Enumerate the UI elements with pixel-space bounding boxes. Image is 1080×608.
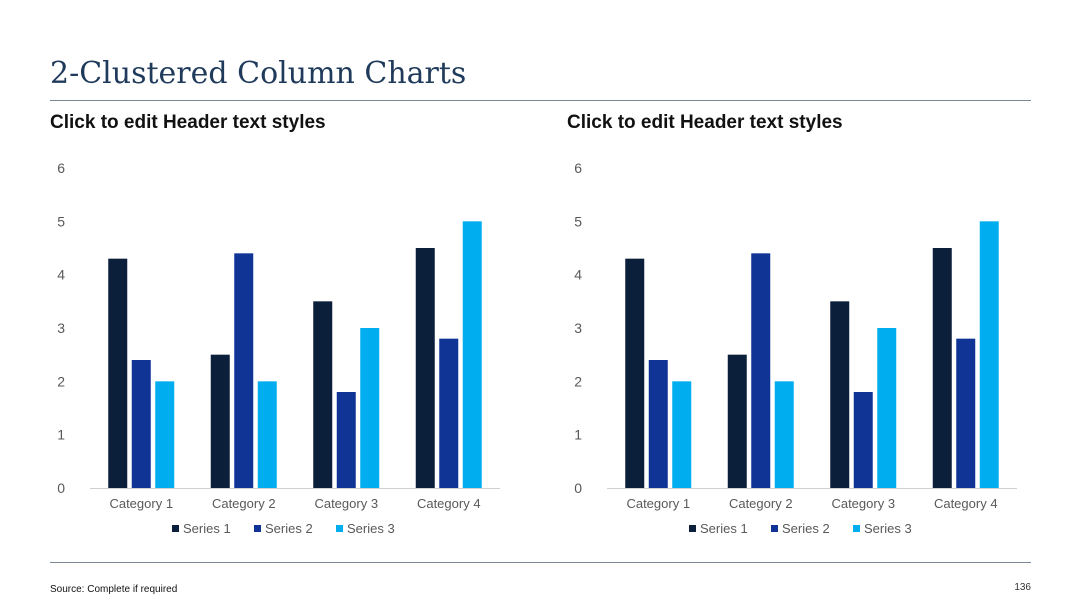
legend-label-series-3: Series 3 <box>864 521 912 536</box>
left-chart-header: Click to edit Header text styles <box>50 112 326 133</box>
x-category-label: Category 2 <box>212 496 276 511</box>
x-category-label: Category 1 <box>626 496 690 511</box>
y-tick-label: 1 <box>574 427 582 443</box>
y-tick-label: 3 <box>574 320 582 336</box>
bar-series-1-category-1 <box>625 258 645 488</box>
y-tick-label: 2 <box>574 373 582 389</box>
bar-series-3-category-3 <box>877 328 897 488</box>
y-tick-label: 5 <box>574 213 582 229</box>
bar-series-2-category-1 <box>131 360 151 488</box>
x-category-label: Category 1 <box>109 496 173 511</box>
bar-series-2-category-3 <box>336 392 356 488</box>
bar-series-2-category-3 <box>853 392 873 488</box>
bar-series-2-category-2 <box>751 253 771 488</box>
y-tick-label: 4 <box>574 267 582 283</box>
legend-swatch-series-3 <box>853 525 860 532</box>
bar-series-3-category-2 <box>257 381 277 488</box>
bar-series-2-category-4 <box>439 338 459 488</box>
bar-series-1-category-2 <box>727 354 747 488</box>
y-tick-label: 2 <box>57 373 65 389</box>
bar-series-2-category-1 <box>648 360 668 488</box>
legend-label-series-3: Series 3 <box>347 521 395 536</box>
y-tick-label: 6 <box>574 160 582 176</box>
x-category-label: Category 4 <box>417 496 481 511</box>
legend-swatch-series-2 <box>771 525 778 532</box>
bar-series-1-category-4 <box>415 248 435 488</box>
bar-series-1-category-4 <box>932 248 952 488</box>
title-divider <box>50 100 1031 101</box>
right-chart-header: Click to edit Header text styles <box>567 112 843 133</box>
x-category-label: Category 3 <box>831 496 895 511</box>
legend-label-series-2: Series 2 <box>782 521 830 536</box>
bar-series-3-category-4 <box>979 221 999 488</box>
legend-swatch-series-3 <box>336 525 343 532</box>
y-tick-label: 1 <box>57 427 65 443</box>
legend-swatch-series-1 <box>172 525 179 532</box>
bar-series-3-category-4 <box>462 221 482 488</box>
x-category-label: Category 2 <box>729 496 793 511</box>
bar-series-2-category-4 <box>956 338 976 488</box>
y-tick-label: 0 <box>57 480 65 496</box>
bar-series-2-category-2 <box>234 253 254 488</box>
right-clustered-column-chart: 0 1 2 3 4 5 6 Category 1 Category 2 Category 3 Cat… <box>574 160 1017 536</box>
bar-series-1-category-3 <box>830 301 850 488</box>
y-tick-label: 0 <box>574 480 582 496</box>
bar-series-3-category-1 <box>672 381 692 488</box>
y-tick-label: 4 <box>57 267 65 283</box>
legend-label-series-1: Series 1 <box>183 521 231 536</box>
x-category-label: Category 3 <box>314 496 378 511</box>
legend-label-series-1: Series 1 <box>700 521 748 536</box>
left-clustered-column-chart: 0 1 2 3 4 5 6 Category 1 Category 2 Category 3 Cat… <box>57 160 500 536</box>
bar-series-1-category-3 <box>313 301 333 488</box>
source-note: Source: Complete if required <box>50 584 178 595</box>
y-tick-label: 3 <box>57 320 65 336</box>
legend-swatch-series-1 <box>689 525 696 532</box>
legend-swatch-series-2 <box>254 525 261 532</box>
legend-label-series-2: Series 2 <box>265 521 313 536</box>
bar-series-1-category-2 <box>210 354 230 488</box>
bar-series-1-category-1 <box>108 258 128 488</box>
bar-series-3-category-2 <box>774 381 794 488</box>
x-category-label: Category 4 <box>934 496 998 511</box>
footer-divider <box>50 562 1031 563</box>
page-number: 136 <box>1014 582 1031 593</box>
y-tick-label: 6 <box>57 160 65 176</box>
slide-title: 2-Clustered Column Charts <box>50 56 467 91</box>
bar-series-3-category-1 <box>155 381 175 488</box>
bar-series-3-category-3 <box>360 328 380 488</box>
y-tick-label: 5 <box>57 213 65 229</box>
